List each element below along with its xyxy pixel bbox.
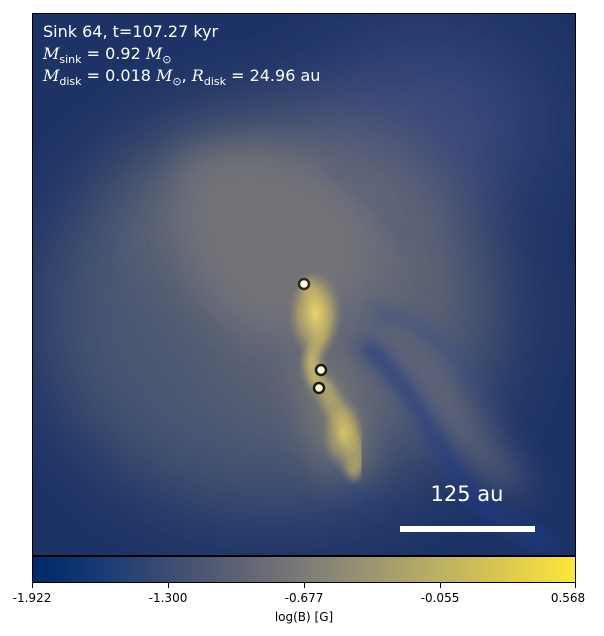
scalebar-label: 125 au [430, 482, 504, 506]
lower-glow [321, 396, 365, 472]
colorbar-tick-label: -1.922 [12, 591, 52, 605]
colorbar-tick [32, 583, 33, 588]
colorbar-tick [304, 583, 305, 588]
sink-marker-icon [314, 363, 328, 377]
disk-line: Mdisk = 0.018 M⊙, Rdisk = 24.96 au [43, 66, 321, 89]
magnetic-field-map: Sink 64, t=107.27 kyr Msink = 0.92 M⊙ Md… [32, 13, 576, 556]
colorbar-tick-label: -0.677 [284, 591, 324, 605]
colorbar-tick [440, 583, 441, 588]
field-image [33, 14, 575, 555]
title-line: Sink 64, t=107.27 kyr [43, 22, 219, 41]
scalebar-line [400, 526, 535, 532]
colorbar-tick [575, 583, 576, 588]
core-glow [287, 269, 343, 359]
sink-marker-icon [312, 381, 326, 395]
colorbar [32, 556, 576, 583]
colorbar-tick-label: 0.568 [550, 591, 586, 605]
colorbar-tick-label: -0.055 [420, 591, 460, 605]
sink-marker-icon [297, 277, 311, 291]
sink-markers [297, 277, 328, 395]
colorbar-tick [168, 583, 169, 588]
sink-mass-line: Msink = 0.92 M⊙ [43, 44, 172, 67]
colorbar-tick-label: -1.300 [148, 591, 188, 605]
colorbar-label: log(B) [G] [274, 610, 334, 624]
